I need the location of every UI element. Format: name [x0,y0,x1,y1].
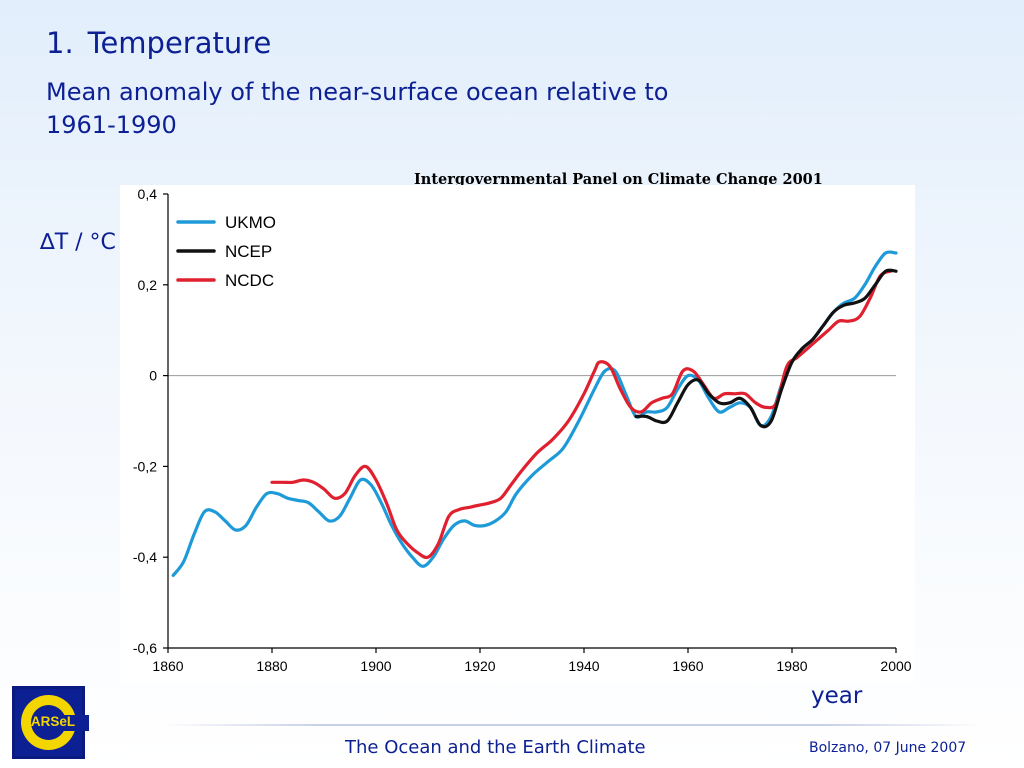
x-tick-label: 2000 [880,658,911,674]
x-axis-label: year [811,683,863,709]
slide-number: 1. [46,26,74,60]
earsel-logo: EARSeL [12,686,89,759]
slide-subtitle: Mean anomaly of the near-surface ocean r… [46,78,669,139]
x-tick-label: 1880 [256,658,287,674]
logo-text: EARSeL [21,714,76,729]
y-tick-label: -0,2 [133,458,157,474]
y-tick-label: -0,4 [133,549,157,565]
x-tick-label: 1960 [672,658,703,674]
y-tick-label: 0 [149,368,157,384]
x-tick-label: 1980 [776,658,807,674]
y-tick-label: 0,2 [138,277,158,293]
chart-panel: -0,6 -0,4 -0,2 0 0,2 0,4 1860 1880 1900 1920 1940 1… [120,185,915,683]
x-tick-label: 1860 [152,658,183,674]
legend-label-ukmo: UKMO [225,213,276,232]
x-tick-label: 1920 [464,658,495,674]
x-tick-label: 1900 [360,658,391,674]
footer-divider [160,724,984,726]
series-line-ukmo [171,250,898,577]
y-tick-label: -0,6 [133,640,157,656]
legend-label-ncdc: NCDC [225,271,274,290]
y-tick-label: 0,4 [138,186,158,202]
footer-location-date: Bolzano, 07 June 2007 [809,740,967,756]
series-line-ncep [634,268,898,429]
slide-title-text: Temperature [87,26,272,60]
footer-presentation-title: The Ocean and the Earth Climate [345,737,646,758]
slide-title: 1. Temperature [46,26,271,60]
source-credit: Intergovernmental Panel on Climate Chang… [414,171,823,188]
temperature-anomaly-chart: -0,6 -0,4 -0,2 0 0,2 0,4 1860 1880 1900 1920 1940 1… [133,186,912,674]
series-line-ncdc [270,269,893,560]
x-tick-label: 1940 [568,658,599,674]
y-axis-label: ∆T / °C [40,230,116,255]
legend-label-ncep: NCEP [225,242,272,261]
logo-gap [59,715,89,731]
